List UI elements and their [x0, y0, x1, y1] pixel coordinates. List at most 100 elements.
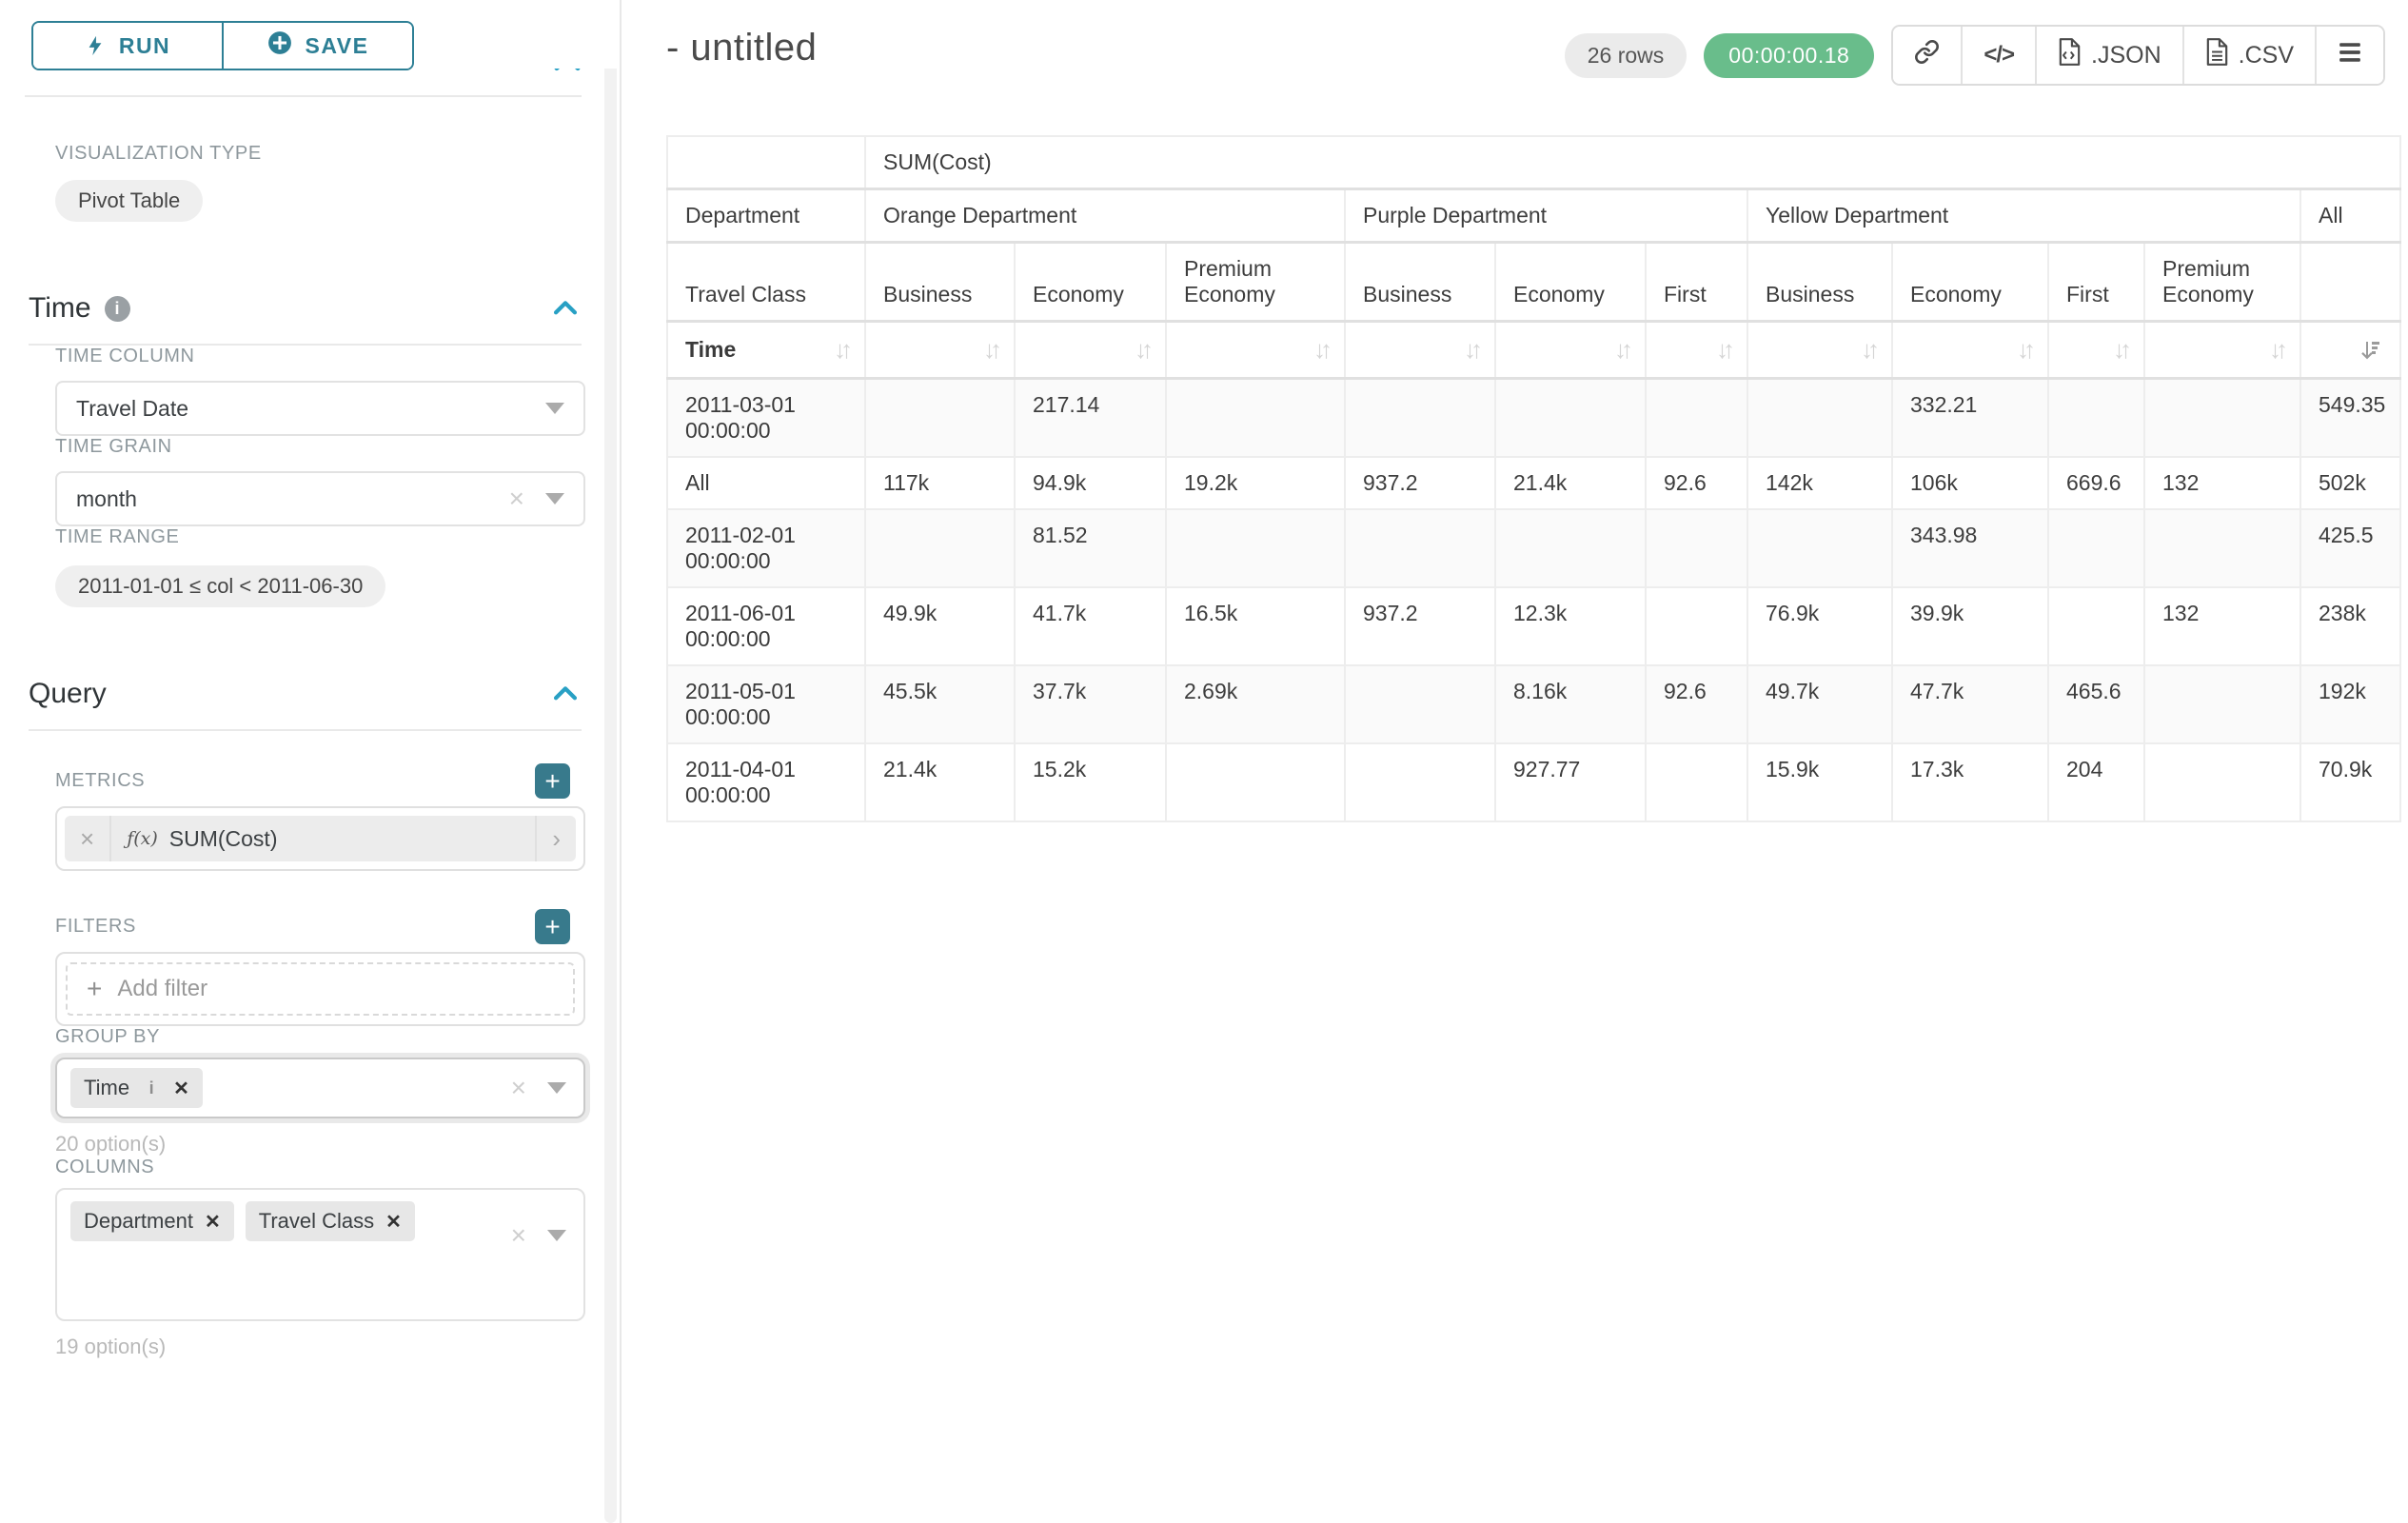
chart-title[interactable]: - untitled: [666, 27, 817, 69]
menu-icon: [2338, 42, 2362, 69]
group-by-select[interactable]: Time i ✕ ×: [55, 1058, 585, 1118]
sort-header-row: Time ↓↑ ↓↑ ↓↑ ↓↑ ↓↑ ↓↑ ↓↑ ↓↑ ↓↑ ↓↑ ↓↑: [667, 322, 2400, 379]
remove-tag-icon[interactable]: ✕: [205, 1210, 221, 1234]
clear-icon[interactable]: ×: [509, 485, 524, 512]
export-csv-button[interactable]: .CSV: [2182, 27, 2315, 84]
col-header: Economy: [1015, 243, 1166, 322]
col-group-all: All: [2300, 189, 2400, 243]
columns-tag-department[interactable]: Department ✕: [70, 1201, 234, 1241]
chevron-down-icon: [547, 1082, 566, 1094]
chevron-down-icon: [547, 1230, 566, 1241]
export-csv-icon: [2205, 38, 2229, 72]
sort-icon[interactable]: ↓↑: [1135, 335, 1148, 365]
add-metric-button[interactable]: +: [535, 763, 570, 799]
time-axis-label: Time: [685, 337, 736, 363]
chevron-right-icon[interactable]: ›: [535, 816, 576, 861]
plus-circle-icon: [267, 30, 292, 61]
time-section-header: Time i: [29, 292, 582, 325]
export-csv-label: .CSV: [2239, 42, 2294, 69]
export-json-button[interactable]: .JSON: [2035, 27, 2182, 84]
tag-label: Department: [84, 1209, 193, 1234]
add-filter-label: Add filter: [117, 976, 207, 1002]
row-key: 2011-05-01 00:00:00: [667, 665, 865, 743]
add-filter-plus-button[interactable]: +: [535, 909, 570, 944]
save-button[interactable]: SAVE: [222, 23, 412, 69]
metric-header: SUM(Cost): [865, 136, 2400, 189]
col-header: Economy: [1495, 243, 1646, 322]
query-section-title: Query: [29, 678, 107, 710]
table-row[interactable]: All 117k94.9k19.2k 937.221.4k92.6 142k10…: [667, 457, 2400, 509]
sort-icon[interactable]: ↓↑: [1716, 335, 1729, 365]
col-header: Economy: [1892, 243, 2048, 322]
col-header: Business: [1747, 243, 1892, 322]
time-grain-select[interactable]: month ×: [55, 471, 585, 526]
run-button[interactable]: RUN: [33, 23, 222, 69]
col-header: First: [2048, 243, 2144, 322]
col-header: First: [1646, 243, 1747, 322]
sort-descending-icon[interactable]: [2359, 339, 2382, 362]
col-group-orange: Orange Department: [865, 189, 1345, 243]
export-json-icon: [2058, 38, 2082, 72]
save-button-label: SAVE: [306, 33, 369, 59]
travel-class-header-row: Travel Class Business Economy Premium Ec…: [667, 243, 2400, 322]
time-column-select[interactable]: Travel Date: [55, 381, 585, 436]
table-row[interactable]: 2011-05-01 00:00:00 45.5k37.7k2.69k 8.16…: [667, 665, 2400, 743]
export-json-label: .JSON: [2091, 42, 2161, 69]
tag-label: Travel Class: [259, 1209, 374, 1234]
sort-icon[interactable]: ↓↑: [2113, 335, 2126, 365]
sort-icon[interactable]: ↓↑: [983, 335, 997, 365]
table-row[interactable]: 2011-03-01 00:00:00 217.14 332.21 549.35: [667, 379, 2400, 458]
group-by-options-hint: 20 option(s): [55, 1132, 604, 1157]
copy-link-button[interactable]: [1893, 27, 1961, 84]
time-range-label: TIME RANGE: [55, 526, 570, 548]
sort-icon[interactable]: ↓↑: [2269, 335, 2282, 365]
remove-metric-icon[interactable]: ×: [65, 816, 111, 861]
metrics-box: × ƒ(x) SUM(Cost) ›: [55, 806, 585, 871]
sort-icon[interactable]: ↓↑: [834, 335, 847, 365]
query-timer-badge: 00:00:00.18: [1704, 33, 1874, 78]
visualization-type-pill[interactable]: Pivot Table: [55, 180, 203, 222]
time-grain-value: month: [76, 486, 509, 512]
lightning-icon: [85, 33, 106, 58]
row-key: 2011-04-01 00:00:00: [667, 743, 865, 821]
col-header: Business: [865, 243, 1015, 322]
query-section-header: Query: [29, 678, 582, 710]
columns-select[interactable]: Department ✕ Travel Class ✕ ×: [55, 1188, 585, 1321]
chart-header-actions: 26 rows 00:00:00.18 </> .JSON .: [1565, 25, 2385, 86]
info-icon[interactable]: i: [141, 1078, 162, 1098]
time-section-title: Time: [29, 292, 91, 325]
embed-code-button[interactable]: </>: [1961, 27, 2035, 84]
menu-button[interactable]: [2315, 27, 2383, 84]
row-count-badge: 26 rows: [1565, 33, 1688, 78]
chevron-up-icon[interactable]: [549, 292, 582, 325]
remove-tag-icon[interactable]: ✕: [173, 1077, 189, 1100]
col-header: Business: [1345, 243, 1495, 322]
columns-label: COLUMNS: [55, 1157, 570, 1178]
sort-icon[interactable]: ↓↑: [2017, 335, 2030, 365]
run-button-label: RUN: [119, 33, 170, 59]
col-header: Premium Economy: [2144, 243, 2300, 322]
add-filter-button[interactable]: + Add filter: [66, 962, 575, 1016]
clear-icon[interactable]: ×: [511, 1222, 526, 1249]
remove-tag-icon[interactable]: ✕: [385, 1210, 402, 1234]
time-range-pill[interactable]: 2011-01-01 ≤ col < 2011-06-30: [55, 565, 385, 607]
table-row[interactable]: 2011-04-01 00:00:00 21.4k15.2k 927.77 15…: [667, 743, 2400, 821]
sort-icon[interactable]: ↓↑: [1861, 335, 1874, 365]
table-row[interactable]: 2011-02-01 00:00:00 81.52 343.98 425.5: [667, 509, 2400, 587]
table-row[interactable]: 2011-06-01 00:00:00 49.9k41.7k16.5k 937.…: [667, 587, 2400, 665]
section-divider: [29, 729, 582, 731]
chevron-up-icon[interactable]: [549, 678, 582, 710]
sidebar-scrollbar[interactable]: [604, 0, 617, 1523]
clear-icon[interactable]: ×: [511, 1075, 526, 1101]
group-by-tag-time[interactable]: Time i ✕: [70, 1068, 203, 1108]
function-icon: ƒ(x): [127, 828, 158, 849]
travel-class-axis-label: Travel Class: [667, 243, 865, 322]
sort-icon[interactable]: ↓↑: [1614, 335, 1628, 365]
sort-icon[interactable]: ↓↑: [1464, 335, 1477, 365]
info-icon[interactable]: i: [105, 296, 130, 322]
metric-chip[interactable]: × ƒ(x) SUM(Cost) ›: [65, 816, 576, 861]
sort-icon[interactable]: ↓↑: [1313, 335, 1327, 365]
columns-tag-travel-class[interactable]: Travel Class ✕: [246, 1201, 415, 1241]
row-key: 2011-06-01 00:00:00: [667, 587, 865, 665]
filters-box: + Add filter: [55, 952, 585, 1026]
